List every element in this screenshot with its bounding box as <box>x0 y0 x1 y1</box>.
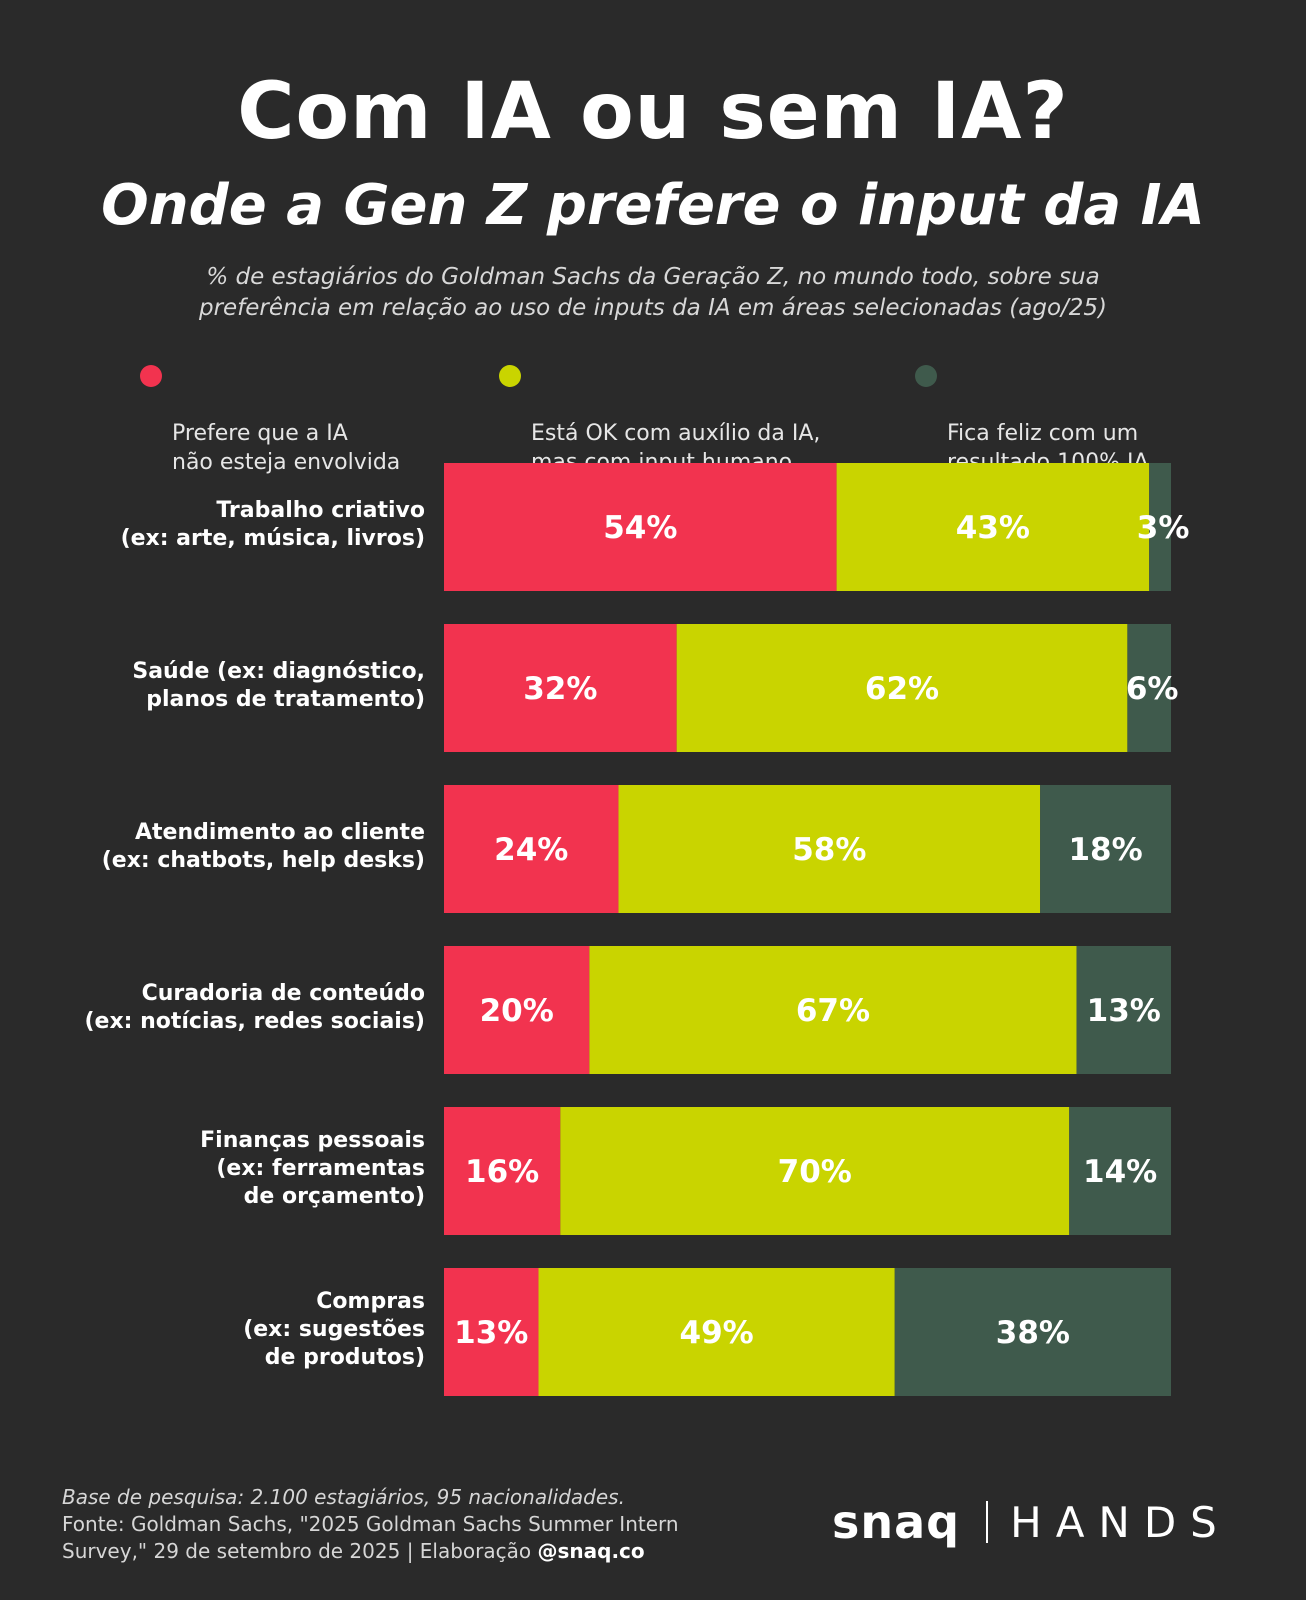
bar-segment <box>1076 946 1171 1074</box>
brand-logos: snaq HANDS <box>832 1492 1231 1552</box>
bar-segment <box>444 785 619 913</box>
bar-segment <box>894 1268 1171 1396</box>
legend-item-full-ai: Fica feliz com um resultado 100% IA <box>915 361 1149 477</box>
data-label: 38% <box>996 1315 1070 1351</box>
data-label: 32% <box>523 671 597 707</box>
legend-dot-red <box>140 365 162 387</box>
data-label: 6% <box>1126 671 1179 707</box>
data-label: 24% <box>494 832 568 868</box>
snaq-logo: snaq <box>832 1495 961 1549</box>
bar-segment <box>560 1107 1070 1235</box>
row-label: Trabalho criativo (ex: arte, música, liv… <box>120 498 425 551</box>
data-label: 62% <box>865 671 939 707</box>
bar-segment <box>444 463 837 591</box>
legend-dot-lime <box>499 365 521 387</box>
data-label: 20% <box>480 993 554 1029</box>
bar-segment <box>538 1268 895 1396</box>
row-label: Curadoria de conteúdo (ex: notícias, red… <box>84 981 425 1034</box>
data-label: 13% <box>454 1315 528 1351</box>
footnote-source: Fonte: Goldman Sachs, "2025 Goldman Sach… <box>62 1512 679 1563</box>
bar-segment <box>618 785 1041 913</box>
row-label: Compras (ex: sugestões de produtos) <box>243 1289 425 1370</box>
footnote: Base de pesquisa: 2.100 estagiários, 95 … <box>62 1484 762 1565</box>
legend-label: Fica feliz com um resultado 100% IA <box>947 421 1149 475</box>
bar-segment <box>1127 624 1171 752</box>
bar-segment <box>676 624 1128 752</box>
bar-segment <box>444 624 677 752</box>
bar-segment <box>589 946 1077 1074</box>
data-label: 58% <box>792 832 866 868</box>
legend-dot-gray <box>915 365 937 387</box>
data-label: 67% <box>796 993 870 1029</box>
bar-segment <box>1040 785 1171 913</box>
data-label: 49% <box>680 1315 754 1351</box>
data-label: 43% <box>956 510 1030 546</box>
data-label: 18% <box>1068 832 1142 868</box>
bar-segment <box>444 1268 539 1396</box>
chart-title: Com IA ou sem IA? <box>237 67 1069 157</box>
row-label: Saúde (ex: diagnóstico, planos de tratam… <box>132 659 425 712</box>
footnote-base: Base de pesquisa: 2.100 estagiários, 95 … <box>62 1485 625 1509</box>
bar-segment <box>444 1107 561 1235</box>
bar-segment <box>1149 463 1171 591</box>
data-label: 14% <box>1083 1154 1157 1190</box>
data-label: 3% <box>1137 510 1190 546</box>
chart-subtitle: Onde a Gen Z prefere o input da IA <box>101 173 1205 238</box>
chart-description: % de estagiários do Goldman Sachs da Ger… <box>198 264 1108 321</box>
brand-divider <box>986 1501 989 1543</box>
bar-segment <box>1069 1107 1171 1235</box>
row-label: Atendimento ao cliente (ex: chatbots, he… <box>101 820 425 873</box>
legend-label: Prefere que a IA não esteja envolvida <box>172 421 401 475</box>
legend-item-prefer-no-ai: Prefere que a IA não esteja envolvida <box>140 361 401 477</box>
hands-logo: HANDS <box>1010 1497 1231 1547</box>
data-label: 54% <box>603 510 677 546</box>
data-label: 70% <box>778 1154 852 1190</box>
data-label: 13% <box>1087 993 1161 1029</box>
bar-segment <box>836 463 1150 591</box>
bar-segment <box>444 946 590 1074</box>
row-label: Finanças pessoais (ex: ferramentas de or… <box>200 1128 425 1209</box>
stacked-bar-chart: 54% 43% 3% 32% 62% 6% 24% 58% 18% 20% 67% 13% 16% 70%… <box>444 463 1190 1396</box>
footnote-handle: @snaq.co <box>537 1539 645 1563</box>
data-label: 16% <box>465 1154 539 1190</box>
